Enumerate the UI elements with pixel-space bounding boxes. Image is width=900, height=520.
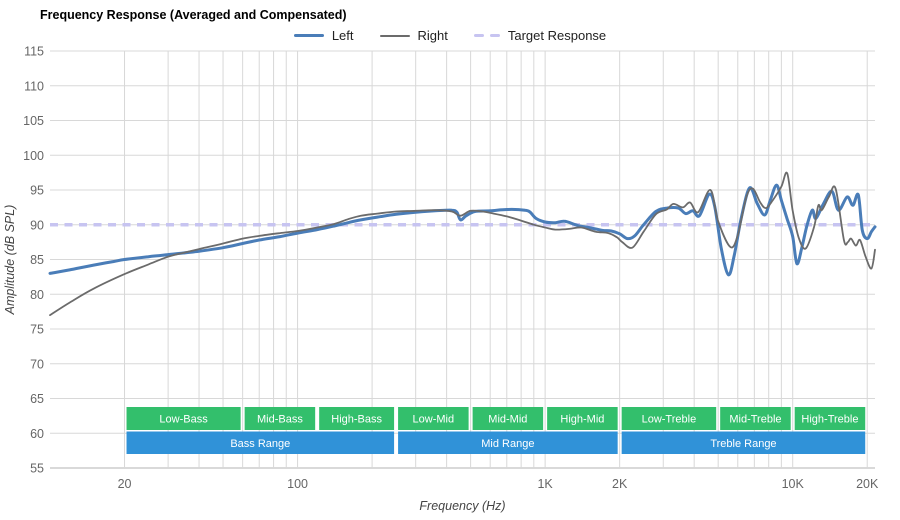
band-segment-label: Low-Treble [642,414,697,426]
band-segment [720,407,791,430]
y-tick-label: 70 [30,357,44,371]
band-segment [398,407,469,430]
range-segment-label: Bass Range [230,438,290,450]
legend-item-target[interactable]: Target Response [473,28,607,43]
legend-label-right: Right [417,28,448,43]
band-segment-label: Mid-Treble [729,414,781,426]
band-segment [472,407,544,430]
band-segment-label: High-Mid [560,414,604,426]
y-tick-label: 95 [30,184,44,198]
band-segment [547,407,618,430]
left-response-curve [48,183,877,277]
y-tick-label: 110 [24,79,44,93]
right-response-curve [49,171,876,316]
y-tick-label: 75 [30,323,44,337]
range-segment-label: Mid Range [481,438,534,450]
band-segment-label: Mid-Bass [257,414,303,426]
target-line-swatch [473,33,500,38]
band-segment [126,407,241,430]
x-axis-title: Frequency (Hz) [419,499,505,513]
x-tick-label: 1K [537,477,553,491]
chart-title: Frequency Response (Averaged and Compens… [40,8,347,22]
y-tick-label: 115 [24,45,44,59]
band-segment [794,407,866,430]
band-segment [244,407,316,430]
band-segment-label: Low-Bass [159,414,208,426]
y-tick-label: 85 [30,253,44,267]
x-tick-label: 100 [287,477,308,491]
legend-label-target: Target Response [507,28,607,43]
y-axis-title: Amplitude (dB SPL) [3,205,17,316]
x-tick-label: 2K [612,477,628,491]
y-tick-label: 100 [23,149,44,163]
left-line-swatch [293,33,324,38]
y-tick-label: 55 [30,462,44,476]
legend-item-left[interactable]: Left [293,28,354,43]
x-tick-label: 10K [782,477,805,491]
x-tick-label: 20 [118,477,132,491]
legend-label-left: Left [331,28,354,43]
band-segment [319,407,395,430]
band-segment-label: High-Treble [801,414,858,426]
range-segment [126,431,395,454]
band-segment-label: Low-Mid [413,414,455,426]
right-line-swatch [379,34,410,37]
chart-legend: Left Right Target Response [0,28,900,43]
y-tick-label: 90 [30,218,44,232]
band-segment [621,407,717,430]
y-tick-label: 80 [30,288,44,302]
range-segment-label: Treble Range [710,438,776,450]
y-tick-label: 65 [30,392,44,406]
x-tick-label: 20K [856,477,879,491]
range-segment [621,431,866,454]
range-segment [398,431,618,454]
band-segment-label: Mid-Mid [488,414,527,426]
band-segment-label: High-Bass [331,414,382,426]
y-tick-label: 105 [23,114,44,128]
y-tick-label: 60 [30,427,44,441]
legend-item-right[interactable]: Right [379,28,448,43]
